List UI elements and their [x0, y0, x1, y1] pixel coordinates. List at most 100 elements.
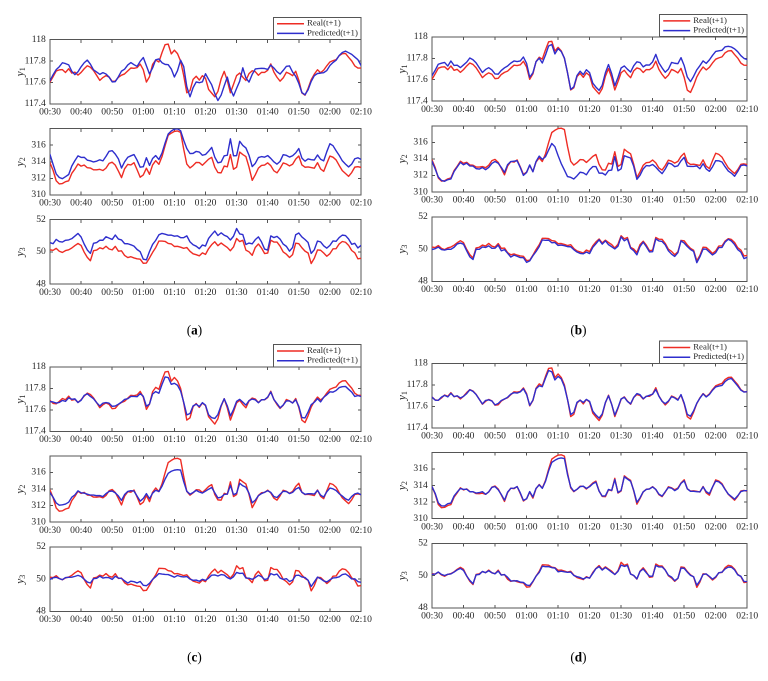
svg-text:01:20: 01:20: [579, 611, 601, 622]
svg-text:00:50: 00:50: [101, 434, 123, 445]
svg-text:01:00: 01:00: [516, 430, 538, 441]
svg-text:01:40: 01:40: [257, 107, 279, 118]
svg-text:02:10: 02:10: [736, 521, 758, 532]
svg-text:Real(t+1): Real(t+1): [307, 345, 341, 355]
svg-text:01:50: 01:50: [673, 611, 695, 622]
svg-text:118: 118: [32, 34, 46, 45]
svg-text:00:50: 00:50: [484, 284, 506, 295]
svg-text:01:50: 01:50: [673, 195, 695, 206]
svg-text:01:40: 01:40: [642, 521, 664, 532]
svg-text:00:50: 00:50: [484, 521, 506, 532]
svg-text:01:40: 01:40: [257, 614, 279, 625]
svg-text:01:30: 01:30: [226, 107, 248, 118]
svg-text:01:00: 01:00: [132, 614, 154, 625]
svg-text:02:10: 02:10: [736, 104, 758, 115]
svg-text:117.4: 117.4: [407, 422, 428, 433]
svg-text:Real(t+1): Real(t+1): [307, 18, 341, 28]
svg-text:y1: y1: [15, 395, 27, 405]
svg-text:Predicted(t+1): Predicted(t+1): [307, 355, 358, 365]
svg-text:00:50: 00:50: [484, 104, 506, 115]
svg-text:02:00: 02:00: [319, 525, 341, 536]
svg-text:y3: y3: [15, 575, 27, 585]
svg-text:02:10: 02:10: [736, 611, 758, 622]
svg-text:312: 312: [31, 173, 46, 184]
svg-text:y2: y2: [397, 481, 409, 491]
svg-text:01:10: 01:10: [163, 287, 185, 298]
svg-text:00:50: 00:50: [101, 198, 123, 209]
svg-text:01:20: 01:20: [579, 521, 601, 532]
svg-text:00:40: 00:40: [453, 284, 475, 295]
svg-text:01:30: 01:30: [226, 287, 248, 298]
svg-text:50: 50: [36, 573, 46, 584]
svg-text:01:10: 01:10: [163, 107, 185, 118]
svg-text:48: 48: [36, 278, 46, 289]
svg-text:02:00: 02:00: [705, 284, 727, 295]
svg-text:01:50: 01:50: [288, 434, 310, 445]
svg-text:01:30: 01:30: [610, 521, 632, 532]
svg-text:01:40: 01:40: [257, 525, 279, 536]
svg-text:02:00: 02:00: [705, 104, 727, 115]
svg-text:50: 50: [36, 246, 46, 257]
svg-text:50: 50: [418, 570, 428, 581]
svg-text:01:30: 01:30: [226, 434, 248, 445]
svg-text:314: 314: [413, 480, 428, 491]
svg-text:01:20: 01:20: [579, 195, 601, 206]
svg-text:01:40: 01:40: [257, 434, 279, 445]
svg-text:01:50: 01:50: [673, 284, 695, 295]
svg-text:117.8: 117.8: [407, 52, 428, 63]
svg-text:y2: y2: [15, 157, 27, 167]
svg-text:01:20: 01:20: [195, 525, 217, 536]
svg-text:00:50: 00:50: [101, 287, 123, 298]
svg-text:00:40: 00:40: [70, 107, 92, 118]
svg-text:01:00: 01:00: [132, 525, 154, 536]
svg-text:01:00: 01:00: [516, 521, 538, 532]
svg-text:02:00: 02:00: [319, 107, 341, 118]
svg-text:02:00: 02:00: [319, 434, 341, 445]
svg-text:02:10: 02:10: [350, 198, 372, 209]
svg-text:48: 48: [418, 602, 428, 613]
svg-text:y1: y1: [397, 64, 409, 74]
svg-text:314: 314: [31, 156, 46, 167]
svg-text:310: 310: [413, 186, 428, 197]
svg-text:00:30: 00:30: [39, 614, 61, 625]
svg-text:48: 48: [418, 276, 428, 287]
svg-text:01:40: 01:40: [642, 611, 664, 622]
svg-text:02:00: 02:00: [319, 614, 341, 625]
svg-text:117.8: 117.8: [25, 55, 46, 66]
svg-text:02:10: 02:10: [736, 195, 758, 206]
svg-text:02:10: 02:10: [736, 284, 758, 295]
svg-text:310: 310: [31, 189, 46, 200]
svg-text:01:50: 01:50: [288, 198, 310, 209]
svg-text:117.4: 117.4: [25, 426, 46, 437]
svg-text:01:30: 01:30: [610, 284, 632, 295]
svg-text:y1: y1: [15, 67, 27, 77]
svg-text:02:10: 02:10: [350, 434, 372, 445]
svg-text:01:30: 01:30: [610, 104, 632, 115]
svg-text:01:10: 01:10: [163, 198, 185, 209]
svg-text:01:50: 01:50: [673, 104, 695, 115]
svg-text:01:30: 01:30: [226, 614, 248, 625]
svg-text:00:30: 00:30: [421, 104, 443, 115]
svg-text:00:40: 00:40: [453, 611, 475, 622]
svg-text:01:50: 01:50: [288, 614, 310, 625]
svg-text:52: 52: [36, 214, 46, 225]
svg-text:(a): (a): [187, 322, 202, 337]
svg-text:01:20: 01:20: [195, 614, 217, 625]
svg-text:312: 312: [413, 170, 428, 181]
svg-text:00:40: 00:40: [453, 195, 475, 206]
svg-text:01:40: 01:40: [257, 287, 279, 298]
svg-text:118: 118: [32, 361, 46, 372]
svg-text:(b): (b): [570, 322, 586, 337]
svg-text:117.8: 117.8: [407, 379, 428, 390]
svg-text:316: 316: [31, 467, 46, 478]
svg-text:y1: y1: [397, 391, 409, 401]
svg-text:118: 118: [414, 31, 428, 42]
svg-text:00:30: 00:30: [421, 611, 443, 622]
svg-text:02:00: 02:00: [705, 611, 727, 622]
svg-text:00:30: 00:30: [421, 521, 443, 532]
svg-text:y3: y3: [15, 247, 27, 257]
svg-text:01:10: 01:10: [163, 614, 185, 625]
svg-text:117.6: 117.6: [407, 74, 428, 85]
svg-text:52: 52: [36, 541, 46, 552]
svg-text:01:50: 01:50: [288, 107, 310, 118]
